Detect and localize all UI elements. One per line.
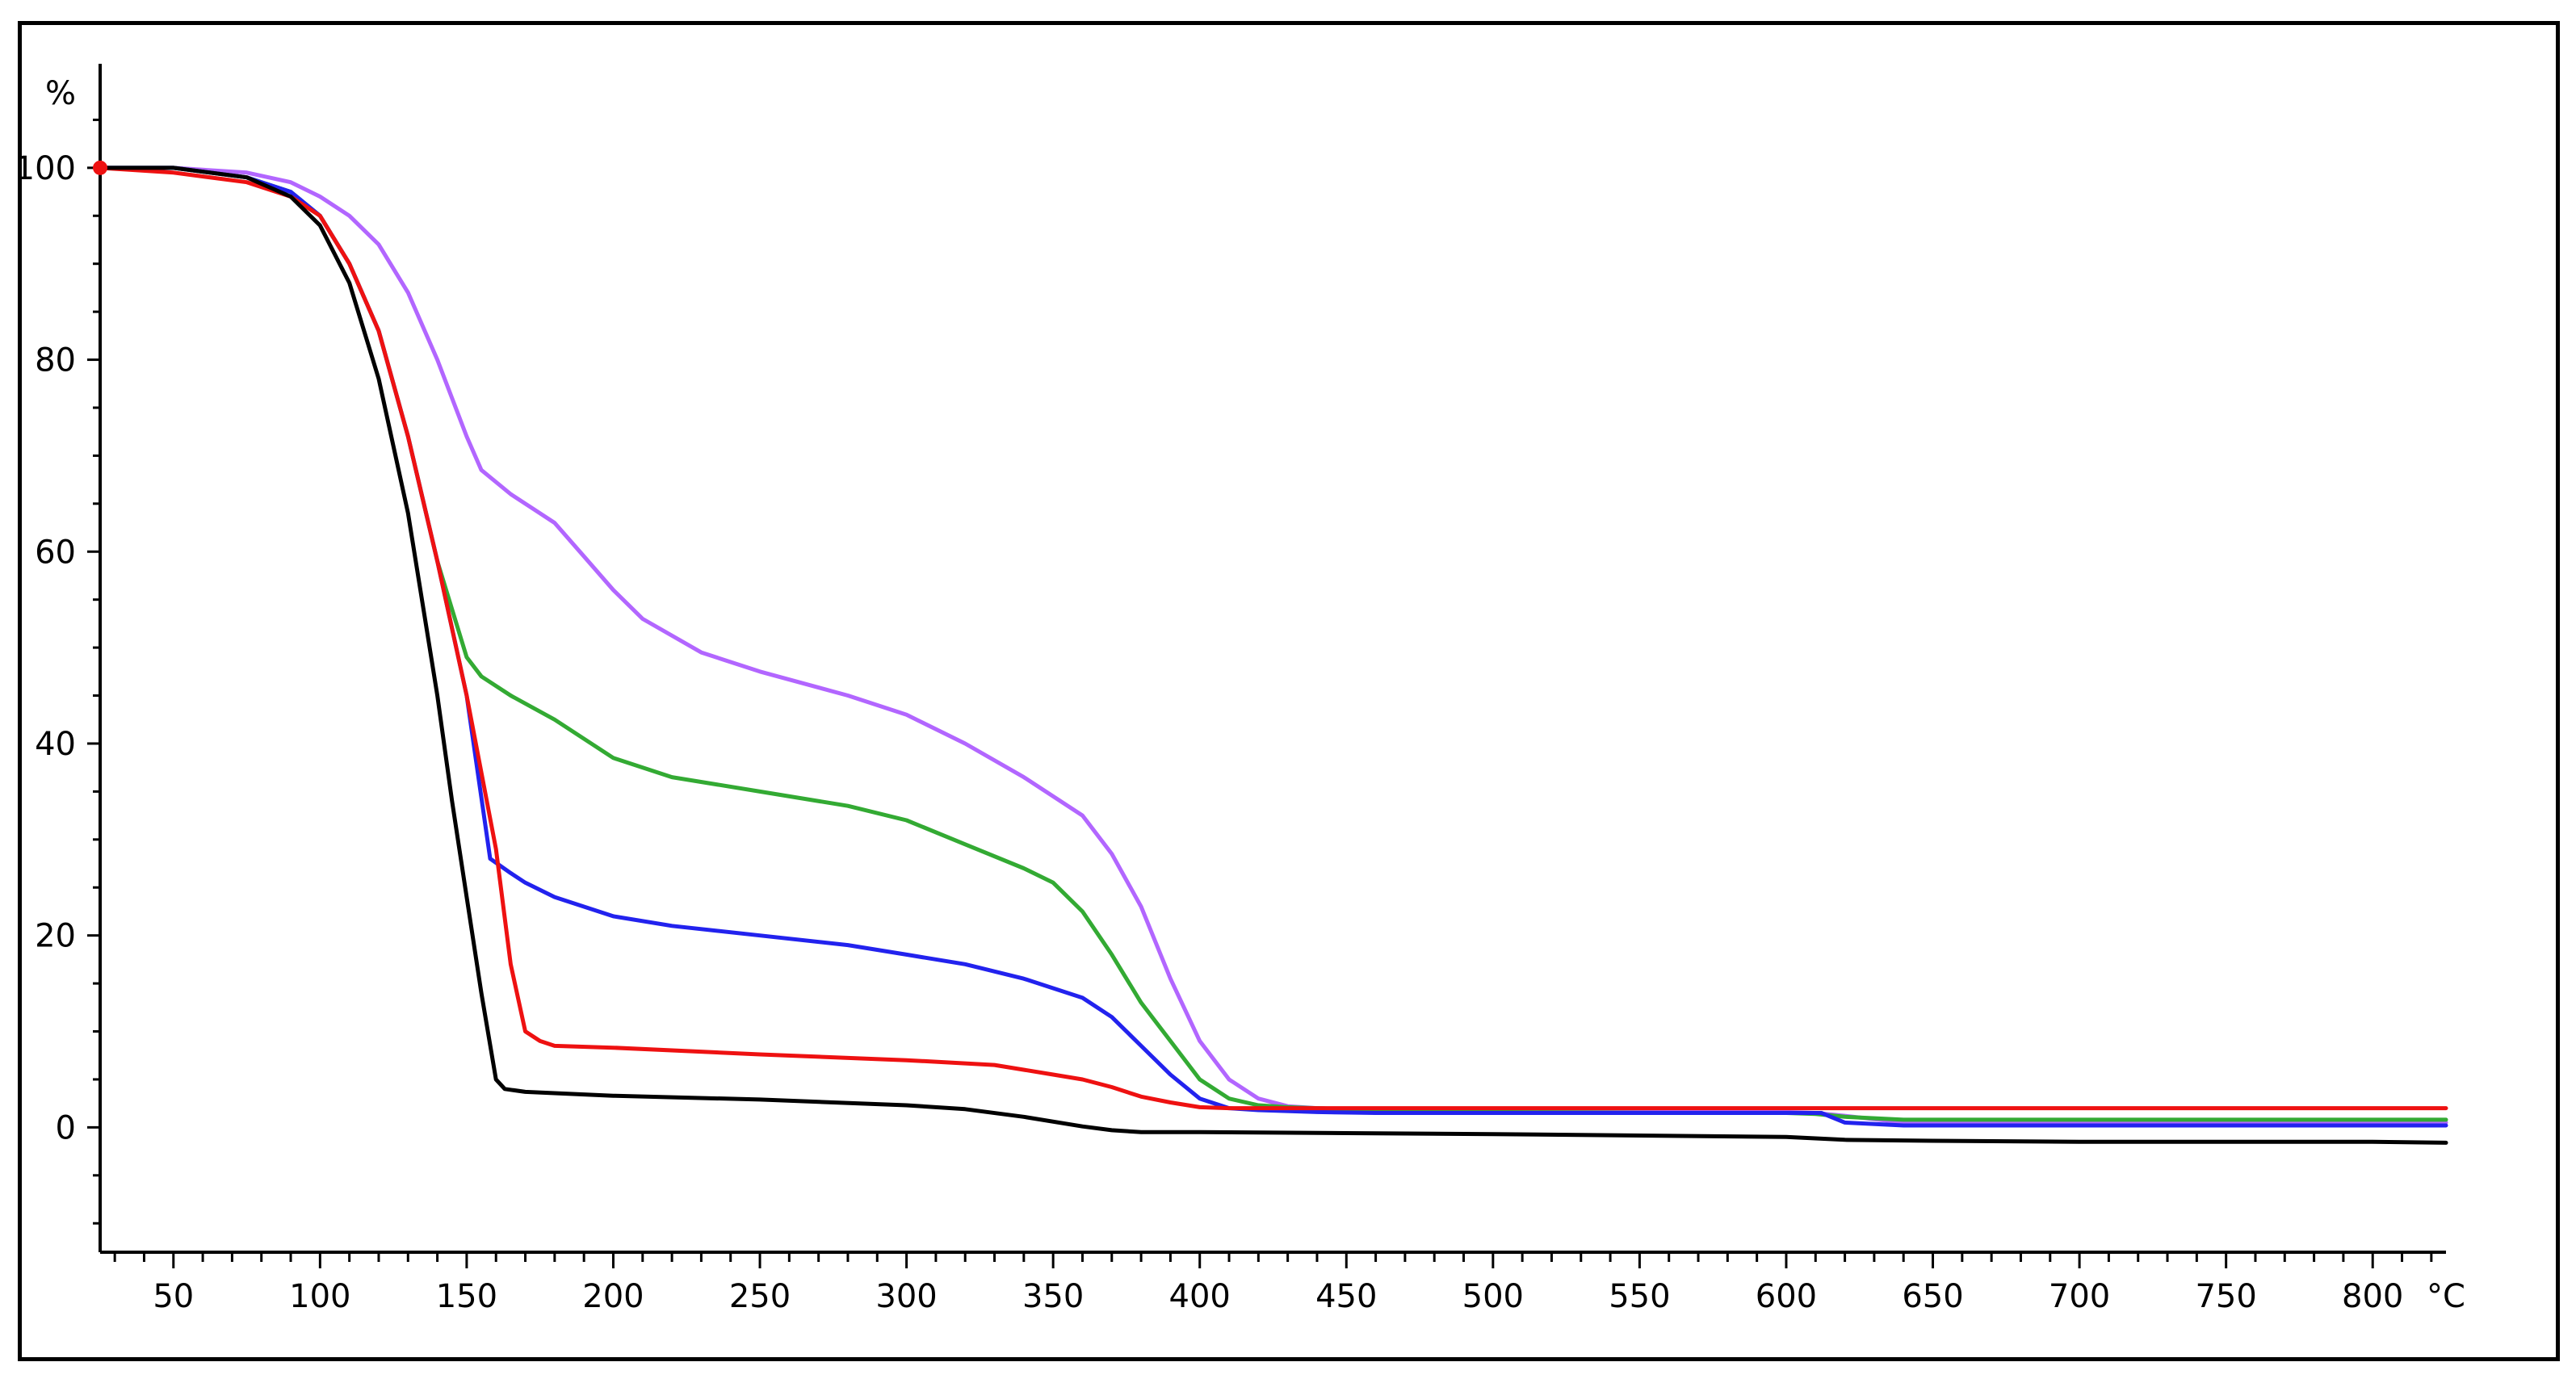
series-line-5	[98, 166, 2448, 1145]
x-tick-label: 650	[1902, 1278, 1963, 1315]
x-tick-label: 250	[729, 1278, 791, 1315]
x-tick-label: 550	[1609, 1278, 1670, 1315]
chart-frame: 50 100 150 200 250 300 350 400 450 500 550 600 650 70…	[18, 21, 2560, 1361]
y-tick-label: 40	[35, 726, 76, 763]
x-tick-label: 350	[1022, 1278, 1084, 1315]
tga-chart: 50 100 150 200 250 300 350 400 450 500 550 600 650 70…	[22, 64, 2465, 1315]
x-tick-label: 700	[2049, 1278, 2110, 1315]
x-tick-label: 450	[1315, 1278, 1377, 1315]
x-tick-label: 750	[2195, 1278, 2256, 1315]
x-tick-label: 100	[289, 1278, 350, 1315]
x-unit-label: °C	[2427, 1278, 2465, 1315]
x-tick-label: 500	[1462, 1278, 1524, 1315]
start-marker	[93, 160, 107, 175]
series-line-3	[98, 166, 2448, 1128]
y-tick-label: 100	[22, 150, 76, 187]
series-line-1	[98, 166, 2448, 1125]
x-tick-label: 200	[582, 1278, 644, 1315]
x-tick-label: 800	[2342, 1278, 2403, 1315]
labels: 50 100 150 200 250 300 350 400 450 500 550 600 650 70…	[22, 75, 2465, 1315]
y-tick-label: 60	[35, 534, 76, 571]
curves	[93, 160, 2448, 1145]
series-line-4	[98, 166, 2448, 1111]
x-tick-label: 150	[436, 1278, 497, 1315]
y-tick-label: 80	[35, 342, 76, 379]
y-unit-label: %	[45, 75, 76, 112]
y-tick-label: 0	[56, 1109, 76, 1146]
axes	[87, 64, 2446, 1268]
x-tick-label: 400	[1169, 1278, 1231, 1315]
x-tick-label: 50	[153, 1278, 194, 1315]
x-tick-label: 300	[875, 1278, 937, 1315]
y-tick-label: 20	[35, 918, 76, 955]
series-line-2	[98, 166, 2448, 1122]
x-tick-label: 600	[1756, 1278, 1817, 1315]
